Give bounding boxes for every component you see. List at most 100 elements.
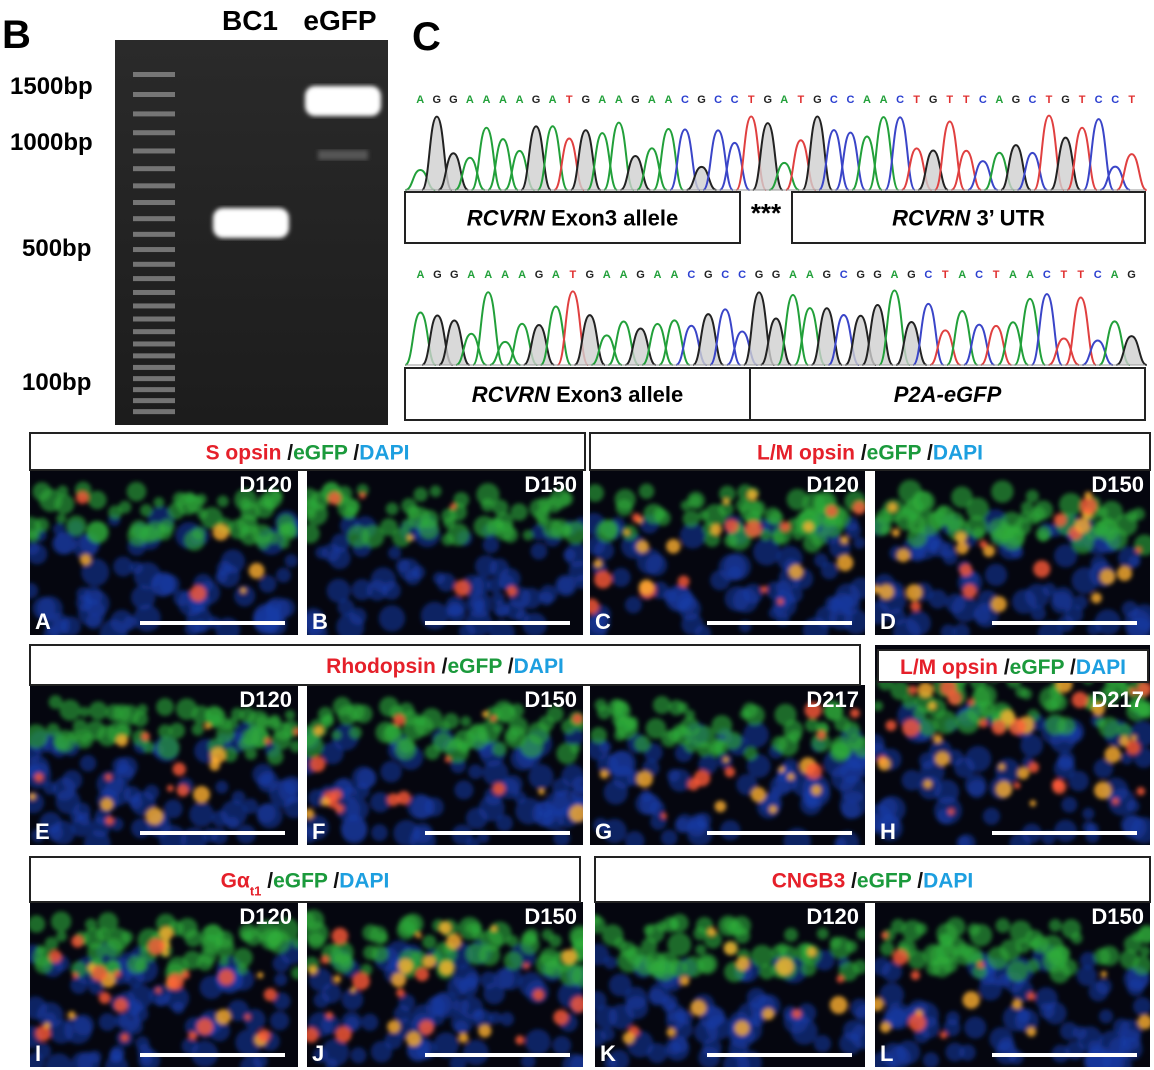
nucleus <box>694 1020 718 1044</box>
base-call: G <box>907 269 916 281</box>
egfp-cell <box>535 953 558 976</box>
marker-cell <box>750 786 766 803</box>
base-call: G <box>1127 269 1136 281</box>
nucleus <box>554 574 577 597</box>
egfp-cell <box>668 918 680 930</box>
nucleus <box>341 988 364 1011</box>
stain-part: DAPI <box>359 442 409 465</box>
marker-cell <box>454 579 471 597</box>
marker-cell <box>902 719 920 737</box>
egfp-cell <box>268 714 282 727</box>
nucleus <box>361 1013 379 1031</box>
egfp-cell <box>612 699 624 711</box>
cells <box>875 479 1150 635</box>
nucleus <box>227 999 250 1022</box>
trace-peak <box>652 127 685 191</box>
marker-cell <box>334 803 345 814</box>
marker-cell <box>439 960 454 976</box>
marker-cell <box>977 961 985 969</box>
marker-cell <box>777 598 784 605</box>
nucleus <box>231 790 246 805</box>
ladder-label: 1500bp <box>10 73 93 100</box>
nucleus <box>447 604 467 624</box>
marker-cell <box>43 1022 51 1029</box>
egfp-cell <box>906 527 928 548</box>
base-call: G <box>433 94 442 106</box>
egfp-cell <box>995 918 1011 933</box>
egfp-cell <box>68 730 80 742</box>
egfp-cell <box>191 705 211 725</box>
base-call: A <box>995 94 1003 106</box>
marker-cell <box>478 1024 492 1038</box>
marker-cell <box>359 492 366 499</box>
gel-band <box>305 86 381 116</box>
egfp-cell <box>218 955 229 967</box>
egfp-cell <box>83 927 106 949</box>
base-call: G <box>535 269 544 281</box>
base-call: C <box>1095 94 1103 106</box>
nucleus <box>384 1031 403 1050</box>
marker-cell <box>995 781 1013 798</box>
marker-cell <box>982 545 995 558</box>
egfp-cell <box>1106 528 1128 550</box>
egfp-cell <box>200 506 223 530</box>
egfp-cell <box>559 524 572 537</box>
nucleus <box>736 773 758 796</box>
nucleus <box>595 1005 618 1029</box>
egfp-cell <box>54 734 71 750</box>
nucleus <box>689 813 707 831</box>
marker-cell <box>393 714 405 726</box>
stain-part: eGFP <box>293 442 348 465</box>
stain-part: / <box>436 655 448 678</box>
egfp-cell <box>537 516 548 527</box>
nucleus <box>256 803 276 823</box>
ladder-band <box>133 303 175 309</box>
egfp-cell <box>703 504 727 528</box>
day-label: D150 <box>524 904 577 929</box>
marker-cell <box>636 540 650 554</box>
base-call: A <box>1009 269 1017 281</box>
base-call: A <box>780 94 788 106</box>
marker-cell <box>879 1021 891 1033</box>
marker-cell <box>188 1031 198 1041</box>
marker-cell <box>1137 681 1150 697</box>
marker-cell <box>590 598 600 615</box>
nucleus <box>1093 758 1114 779</box>
egfp-cell <box>85 918 97 931</box>
egfp-cell <box>923 943 945 966</box>
nucleus <box>998 1037 1016 1055</box>
base-call: A <box>482 94 490 106</box>
stain-part: DAPI <box>933 442 983 465</box>
day-label: D150 <box>1091 904 1144 929</box>
scale-bar <box>140 1053 285 1057</box>
marker-cell <box>933 734 943 744</box>
trace-peak <box>851 135 883 191</box>
egfp-cell <box>266 531 280 545</box>
trace-peak <box>1116 153 1148 191</box>
nucleus <box>453 997 470 1014</box>
nucleus <box>984 563 1008 587</box>
image-content <box>875 902 1150 1067</box>
panel-label: B <box>2 13 31 57</box>
nucleus <box>1076 965 1097 987</box>
egfp-cell <box>848 733 865 750</box>
egfp-cell <box>371 945 389 963</box>
trace-peak <box>1048 337 1080 366</box>
egfp-cell <box>595 916 606 934</box>
nucleus <box>39 811 62 835</box>
nucleus <box>463 1039 489 1066</box>
nucleus <box>530 542 548 560</box>
marker-cell <box>309 756 326 773</box>
nucleus <box>321 1015 341 1035</box>
marker-cell <box>407 534 414 542</box>
nucleus <box>211 828 228 845</box>
nucleus <box>671 1036 689 1053</box>
nucleus <box>1120 814 1142 835</box>
egfp-cell <box>880 941 895 956</box>
nucleus <box>284 778 298 795</box>
egfp-cell <box>913 706 928 721</box>
egfp-cell <box>453 491 470 508</box>
base-call: A <box>416 94 424 106</box>
egfp-cell <box>503 951 523 971</box>
nucleus <box>600 1027 615 1042</box>
